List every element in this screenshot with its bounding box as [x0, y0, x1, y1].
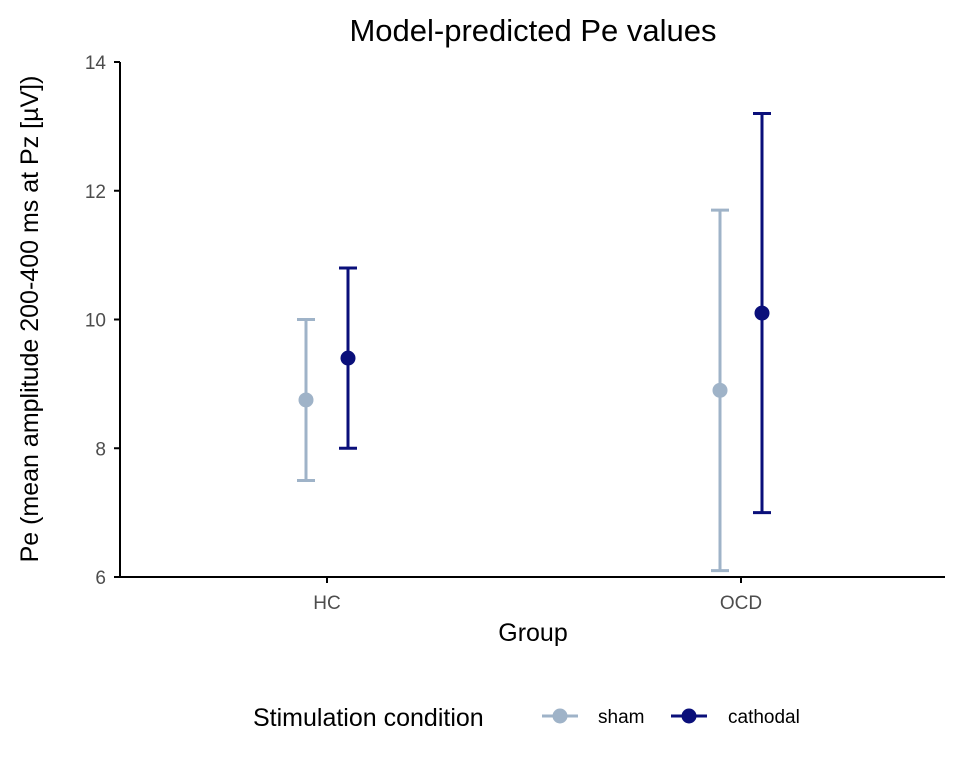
x-axis-title: Group — [498, 619, 567, 647]
legend-key-point — [681, 708, 697, 724]
x-ticks: HC OCD — [313, 577, 762, 614]
data-point — [298, 392, 314, 408]
series-cathodal — [339, 112, 771, 515]
legend: Stimulation condition sham cathodal — [253, 704, 800, 732]
y-tick-label: 12 — [85, 182, 106, 203]
data-point — [712, 382, 728, 398]
x-tick-label: OCD — [720, 593, 762, 614]
x-tick-label: HC — [313, 593, 340, 614]
legend-item-cathodal: cathodal — [671, 707, 800, 728]
y-tick-label: 6 — [95, 568, 106, 589]
chart-title: Model-predicted Pe values — [349, 13, 716, 48]
legend-key-point — [552, 708, 568, 724]
legend-item-sham: sham — [542, 707, 644, 728]
y-tick-label: 14 — [85, 53, 107, 74]
legend-title: Stimulation condition — [253, 704, 484, 732]
series-layer — [297, 112, 771, 573]
legend-items: sham cathodal — [542, 707, 800, 728]
data-point — [340, 350, 356, 366]
series-sham — [297, 208, 729, 573]
legend-label: sham — [598, 707, 644, 728]
plot-area: 6 8 10 12 14 HC OCD — [85, 53, 945, 614]
data-point — [754, 305, 770, 321]
y-tick-label: 10 — [85, 311, 106, 332]
y-axis-title: Pe (mean amplitude 200-400 ms at Pz [µV]… — [16, 76, 44, 563]
y-tick-label: 8 — [95, 439, 106, 460]
legend-label: cathodal — [728, 707, 800, 728]
y-ticks: 6 8 10 12 14 — [85, 53, 120, 589]
